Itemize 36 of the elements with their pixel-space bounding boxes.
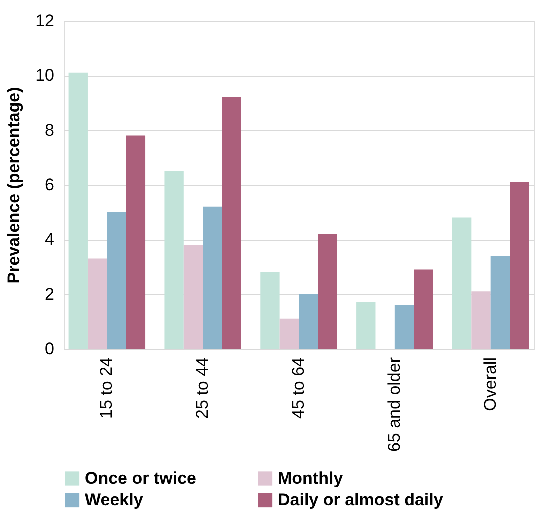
bar xyxy=(126,136,146,349)
bar xyxy=(280,318,299,349)
bar xyxy=(490,256,510,349)
bar xyxy=(356,302,376,349)
bar xyxy=(510,182,530,349)
x-tick-label: 25 to 44 xyxy=(193,358,212,419)
x-tick-label: 15 to 24 xyxy=(97,358,116,419)
bar xyxy=(472,292,491,349)
legend-label: Once or twice xyxy=(85,468,196,488)
bar xyxy=(184,245,204,349)
bar xyxy=(88,258,108,349)
y-tick-label: 10 xyxy=(36,66,54,86)
bar xyxy=(203,206,222,349)
bar xyxy=(107,212,126,349)
bar xyxy=(318,234,338,349)
x-tick-label: 65 and older xyxy=(384,357,404,452)
bar xyxy=(452,218,472,349)
y-tick-label: 12 xyxy=(36,12,54,30)
bar xyxy=(414,270,434,349)
y-tick-label: 6 xyxy=(45,176,54,194)
y-tick-label: 0 xyxy=(45,340,54,358)
y-tick-label: 4 xyxy=(45,230,54,250)
bar xyxy=(68,72,88,349)
bar xyxy=(164,171,184,349)
y-tick-label: 8 xyxy=(45,120,54,140)
y-tick-label: 2 xyxy=(45,284,54,304)
y-axis-title: Prevalence (percentage) xyxy=(4,87,24,284)
legend-label: Daily or almost daily xyxy=(278,490,444,510)
legend-label: Weekly xyxy=(85,490,144,510)
x-tick-label: Overall xyxy=(480,358,500,412)
x-tick-label: 45 to 64 xyxy=(289,358,308,419)
bar xyxy=(260,272,280,349)
legend-label: Monthly xyxy=(278,468,344,488)
bar xyxy=(299,294,318,349)
bar xyxy=(394,305,414,349)
bar xyxy=(222,98,242,349)
